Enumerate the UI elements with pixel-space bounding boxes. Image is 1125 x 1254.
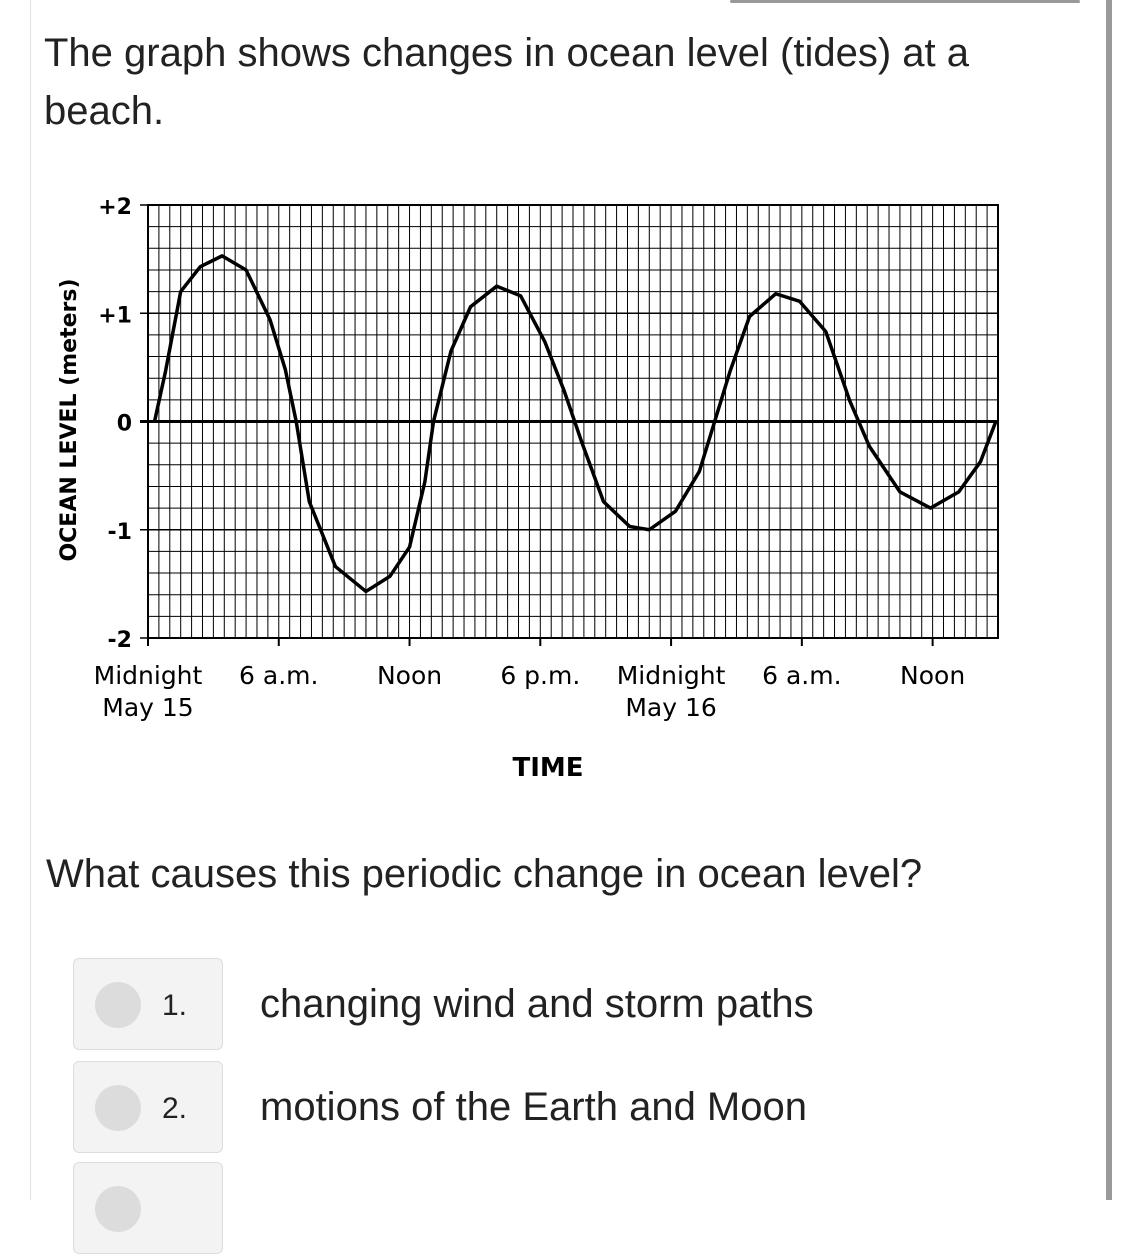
- radio[interactable]: [95, 982, 141, 1028]
- x-tick-label: Noon: [900, 661, 965, 690]
- x-tick-label: 6 a.m.: [762, 661, 841, 690]
- option-text[interactable]: motions of the Earth and Moon: [260, 1085, 807, 1129]
- x-tick-label: Noon: [377, 661, 442, 690]
- radio[interactable]: [95, 1186, 141, 1232]
- x-tick-label: Midnight May 16: [617, 661, 726, 722]
- chart: OCEAN LEVEL (meters) TIME +2 +1 0 -1 -2 Midni…: [57, 195, 999, 783]
- y-tick-label: +1: [98, 303, 132, 328]
- y-axis-label: OCEAN LEVEL (meters): [57, 278, 82, 561]
- y-tick-label: +2: [98, 195, 132, 220]
- radio[interactable]: [95, 1085, 141, 1131]
- option-text[interactable]: changing wind and storm paths: [260, 982, 814, 1026]
- y-tick-label: 0: [117, 412, 132, 437]
- x-axis-label: TIME: [512, 753, 583, 783]
- x-tick-label: 6 p.m.: [500, 661, 580, 690]
- page-border: [1106, 0, 1112, 1200]
- option-button[interactable]: 1.: [73, 958, 223, 1050]
- tide-line: [152, 254, 998, 594]
- x-tick-label: Midnight May 15: [94, 661, 203, 722]
- option-number: 2.: [162, 1092, 188, 1125]
- y-tick-label: -2: [108, 628, 132, 653]
- page: The graph shows changes in ocean level (…: [30, 0, 1112, 1254]
- page-border-left: [30, 0, 31, 1200]
- question-prompt: What causes this periodic change in ocea…: [46, 852, 923, 896]
- option-number: 1.: [162, 989, 188, 1022]
- question-stem: The graph shows changes in ocean level (…: [44, 31, 969, 133]
- x-tick-label: 6 a.m.: [239, 661, 318, 690]
- top-control: [730, 0, 1080, 3]
- option-button[interactable]: 2.: [73, 1061, 223, 1153]
- y-tick-label: -1: [108, 520, 132, 545]
- option-button[interactable]: [73, 1162, 223, 1254]
